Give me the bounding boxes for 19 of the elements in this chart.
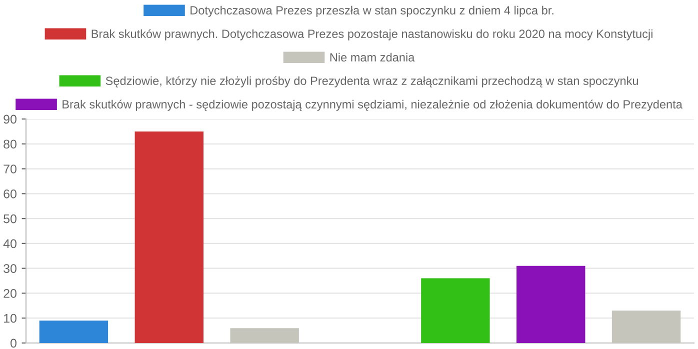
y-tick-label: 20 [4,289,16,298]
y-tick-label: 60 [4,189,16,198]
y-tick-label: 80 [4,140,16,149]
bar [134,131,204,343]
y-tick-label: 10 [4,314,16,323]
legend-label: Brak skutków prawnych - sędziowie pozostają czynnymi sędziami, niezależnie od złożenia dokumentów do Prezydenta [62,100,682,111]
y-tick-label: 50 [4,214,16,224]
y-tick-label: 40 [3,239,16,248]
bar [421,278,490,343]
bar [39,320,108,343]
legend-label: Brak skutków prawnych. Dotychczasowa Prezes pozostaje nastanowisku do roku 2020 na mocy Konstytucji [92,29,652,40]
legend-label: Nie mam zdania [330,52,415,62]
legend-label: Dotychczasowa Prezes przeszła w stan spoczynku z dniem 4 lipca br. [190,6,554,17]
y-tick-label: 0 [10,338,16,348]
y-tick-label: 70 [4,164,16,174]
y-tick-label: 90 [4,114,16,124]
bar [516,266,586,343]
legend-label: Sędziowie, którzy nie złożyli prośby do Prezydenta wraz z załącznikami przechodzą w stan spoczynku [106,76,638,88]
y-tick-label: 30 [4,264,16,273]
